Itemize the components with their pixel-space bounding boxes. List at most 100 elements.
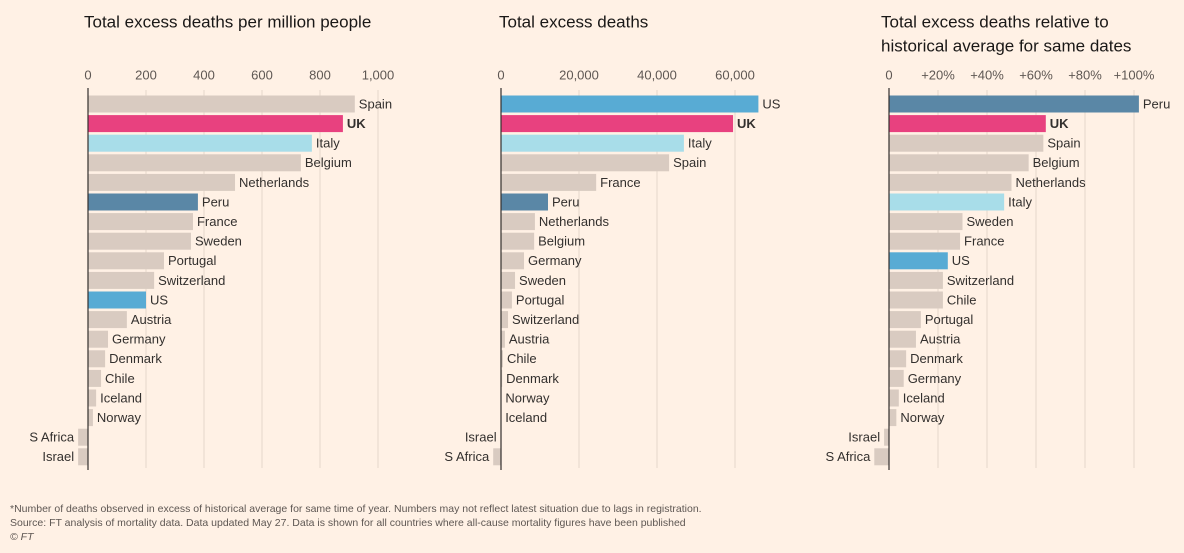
bar-label: Italy bbox=[1008, 194, 1032, 209]
bar-label: France bbox=[964, 234, 1004, 249]
bar-label: Netherlands bbox=[239, 175, 310, 190]
bar bbox=[88, 154, 301, 172]
bar-label: Germany bbox=[112, 332, 166, 347]
x-tick-label: +40% bbox=[970, 67, 1004, 82]
bar bbox=[501, 311, 509, 329]
bar bbox=[88, 311, 127, 329]
bar-label: Sweden bbox=[195, 234, 242, 249]
bar-label: UK bbox=[737, 116, 756, 131]
x-tick-label: 0 bbox=[497, 67, 504, 82]
bar bbox=[889, 389, 899, 407]
bar bbox=[88, 232, 191, 250]
bar bbox=[889, 252, 948, 270]
bar-label: Italy bbox=[688, 136, 712, 151]
bar bbox=[889, 213, 963, 231]
source: Source: FT analysis of mortality data. D… bbox=[10, 517, 686, 529]
bar bbox=[88, 350, 106, 368]
bar-label: Portugal bbox=[516, 292, 565, 307]
bar-label: US bbox=[150, 292, 168, 307]
bar-label: US bbox=[762, 96, 780, 111]
credit: © FT bbox=[10, 531, 35, 543]
bar bbox=[501, 154, 670, 172]
bar-label: US bbox=[952, 253, 970, 268]
bar-label: Denmark bbox=[109, 351, 162, 366]
bar-label: Spain bbox=[1047, 136, 1080, 151]
chart-title: historical average for same dates bbox=[881, 36, 1131, 55]
bar-label: Germany bbox=[528, 253, 582, 268]
bar bbox=[78, 448, 88, 466]
bar-label: Iceland bbox=[100, 390, 142, 405]
bar-label: Sweden bbox=[967, 214, 1014, 229]
bar-label: Peru bbox=[1143, 96, 1170, 111]
bar bbox=[501, 193, 548, 211]
bar-label: Austria bbox=[131, 312, 172, 327]
bar-label: France bbox=[600, 175, 640, 190]
bar bbox=[501, 330, 505, 348]
x-tick-label: 400 bbox=[193, 67, 215, 82]
bar bbox=[889, 409, 897, 427]
bar-label: Spain bbox=[359, 96, 392, 111]
bar-label: S Africa bbox=[444, 449, 490, 464]
bar-label: Netherlands bbox=[1016, 175, 1087, 190]
bar-label: UK bbox=[347, 116, 366, 131]
bar bbox=[88, 193, 198, 211]
x-tick-label: +20% bbox=[921, 67, 955, 82]
bar bbox=[884, 428, 889, 446]
bar bbox=[889, 95, 1139, 113]
bar bbox=[88, 213, 193, 231]
bar bbox=[889, 173, 1012, 191]
bar-label: Italy bbox=[316, 136, 340, 151]
bar bbox=[501, 252, 525, 270]
bar-label: Iceland bbox=[903, 390, 945, 405]
bar-label: Germany bbox=[908, 371, 962, 386]
bar-label: Switzerland bbox=[158, 273, 225, 288]
bar bbox=[889, 291, 943, 309]
bar-label: Israel bbox=[848, 430, 880, 445]
bar bbox=[88, 291, 146, 309]
bar-label: Denmark bbox=[910, 351, 963, 366]
bar bbox=[501, 95, 759, 113]
bar bbox=[88, 330, 109, 348]
bar-label: Chile bbox=[507, 351, 537, 366]
bar-label: Austria bbox=[509, 332, 550, 347]
bar bbox=[88, 369, 102, 387]
bar-label: S Africa bbox=[29, 430, 75, 445]
bar-label: Spain bbox=[673, 155, 706, 170]
bar bbox=[493, 448, 501, 466]
bar bbox=[889, 311, 921, 329]
chart-title: Total excess deaths per million people bbox=[84, 12, 371, 31]
bar bbox=[874, 448, 889, 466]
bar bbox=[889, 154, 1029, 172]
x-tick-label: 60,000 bbox=[715, 67, 755, 82]
bar-label: Switzerland bbox=[947, 273, 1014, 288]
bar bbox=[88, 134, 312, 152]
bar bbox=[889, 193, 1005, 211]
x-tick-label: 200 bbox=[135, 67, 157, 82]
bar bbox=[501, 350, 503, 368]
bar-label: Peru bbox=[202, 194, 229, 209]
bar bbox=[501, 115, 734, 133]
bar-label: Sweden bbox=[519, 273, 566, 288]
bar-label: Norway bbox=[900, 410, 945, 425]
x-tick-label: 40,000 bbox=[637, 67, 677, 82]
bar-label: Netherlands bbox=[539, 214, 610, 229]
bar-label: Israel bbox=[465, 430, 497, 445]
bar bbox=[88, 409, 93, 427]
x-tick-label: +60% bbox=[1019, 67, 1053, 82]
bar bbox=[78, 428, 88, 446]
bar-label: Belgium bbox=[538, 234, 585, 249]
bar-label: Denmark bbox=[506, 371, 559, 386]
bar bbox=[88, 389, 97, 407]
bar bbox=[88, 95, 355, 113]
footnote: *Number of deaths observed in excess of … bbox=[10, 503, 702, 515]
bar-label: Belgium bbox=[1033, 155, 1080, 170]
bar-label: Austria bbox=[920, 332, 961, 347]
bar bbox=[889, 369, 904, 387]
bar bbox=[501, 134, 684, 152]
bar-label: Belgium bbox=[305, 155, 352, 170]
x-tick-label: 1,000 bbox=[362, 67, 395, 82]
bar bbox=[501, 173, 597, 191]
bar-label: Switzerland bbox=[512, 312, 579, 327]
